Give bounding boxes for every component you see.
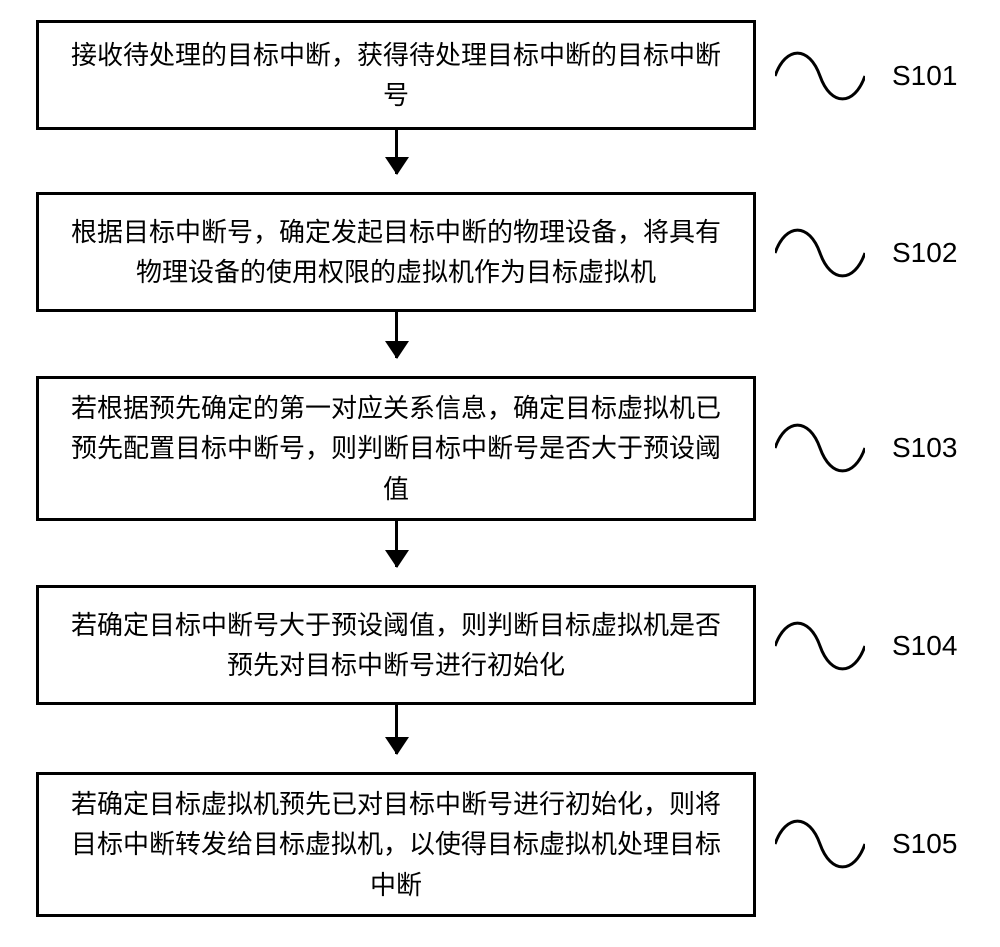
flow-arrow-down-icon — [395, 705, 398, 754]
flow-step-id-label: S101 — [892, 60, 957, 92]
connector-wave-icon — [775, 816, 865, 872]
connector-wave-icon — [775, 48, 865, 104]
connector-wave-icon — [775, 618, 865, 674]
flow-step-text: 若根据预先确定的第一对应关系信息，确定目标虚拟机已预先配置目标中断号，则判断目标… — [59, 388, 733, 509]
flow-step-box-s104: 若确定目标中断号大于预设阈值，则判断目标虚拟机是否预先对目标中断号进行初始化 — [36, 585, 756, 705]
flow-step-box-s102: 根据目标中断号，确定发起目标中断的物理设备，将具有物理设备的使用权限的虚拟机作为… — [36, 192, 756, 312]
flow-step-text: 接收待处理的目标中断，获得待处理目标中断的目标中断号 — [59, 35, 733, 116]
flow-step-id-label: S102 — [892, 237, 957, 269]
flow-step-id-label: S104 — [892, 630, 957, 662]
flow-step-text: 根据目标中断号，确定发起目标中断的物理设备，将具有物理设备的使用权限的虚拟机作为… — [59, 212, 733, 293]
flow-arrow-down-icon — [395, 130, 398, 174]
flow-step-box-s103: 若根据预先确定的第一对应关系信息，确定目标虚拟机已预先配置目标中断号，则判断目标… — [36, 376, 756, 521]
flow-arrow-down-icon — [395, 521, 398, 567]
flow-step-box-s101: 接收待处理的目标中断，获得待处理目标中断的目标中断号 — [36, 20, 756, 130]
flowchart-canvas: 接收待处理的目标中断，获得待处理目标中断的目标中断号 S101 根据目标中断号，确定… — [0, 0, 1000, 947]
flow-arrow-down-icon — [395, 312, 398, 358]
connector-wave-icon — [775, 225, 865, 281]
flow-step-text: 若确定目标中断号大于预设阈值，则判断目标虚拟机是否预先对目标中断号进行初始化 — [59, 605, 733, 686]
flow-step-id-label: S103 — [892, 432, 957, 464]
flow-step-box-s105: 若确定目标虚拟机预先已对目标中断号进行初始化，则将目标中断转发给目标虚拟机，以使… — [36, 772, 756, 917]
connector-wave-icon — [775, 420, 865, 476]
flow-step-text: 若确定目标虚拟机预先已对目标中断号进行初始化，则将目标中断转发给目标虚拟机，以使… — [59, 784, 733, 905]
flow-step-id-label: S105 — [892, 828, 957, 860]
